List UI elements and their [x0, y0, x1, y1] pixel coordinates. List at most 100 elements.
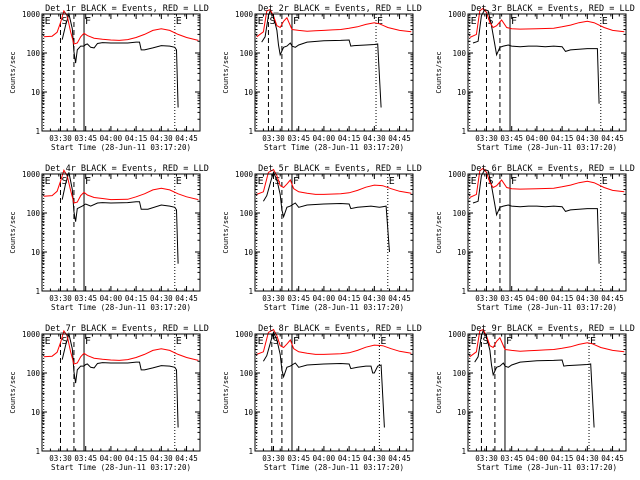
y-tick-label: 1000	[235, 10, 254, 19]
x-tick-label: 04:15	[551, 294, 574, 303]
marker-label: F	[85, 336, 91, 347]
events-series-line	[262, 170, 390, 253]
x-tick-label: 03:45	[500, 454, 523, 463]
x-tick-label: 04:30	[363, 454, 386, 463]
marker-label: E	[590, 336, 596, 347]
marker-label: E	[176, 16, 182, 27]
y-tick-label: 1000	[22, 170, 41, 179]
marker-label: E	[45, 336, 51, 347]
x-axis-label: Start Time (28-Jun-11 03:17:20)	[477, 303, 617, 312]
y-tick-label: 100	[26, 209, 40, 218]
x-tick-label: 04:00	[100, 454, 123, 463]
x-axis-label: Start Time (28-Jun-11 03:17:20)	[477, 143, 617, 152]
marker-label: F	[511, 16, 517, 27]
panel-title: Det_9r BLACK = Events, RED = LLD	[471, 324, 635, 334]
events-series-line	[61, 332, 179, 428]
y-tick-label: 10	[457, 248, 467, 257]
y-tick-label: 100	[26, 49, 40, 58]
x-tick-label: 04:00	[313, 294, 336, 303]
events-series-line	[262, 330, 385, 428]
marker-label: E	[258, 16, 264, 27]
marker-label: E	[176, 336, 182, 347]
x-tick-label: 04:30	[363, 134, 386, 143]
x-tick-label: 04:15	[338, 134, 361, 143]
x-tick-label: 03:45	[287, 454, 310, 463]
marker-label: E	[602, 16, 608, 27]
y-tick-label: 10	[457, 88, 467, 97]
x-tick-label: 04:45	[388, 454, 411, 463]
y-tick-label: 1000	[22, 330, 41, 339]
events-series-line	[472, 8, 600, 104]
x-tick-label: 04:00	[526, 294, 549, 303]
x-tick-label: 04:15	[125, 134, 148, 143]
x-tick-label: 03:30	[49, 134, 72, 143]
x-tick-label: 04:00	[313, 134, 336, 143]
panel-title: Det_1r BLACK = Events, RED = LLD	[45, 4, 209, 14]
plot-frame	[254, 173, 414, 292]
y-tick-label: 1	[461, 127, 466, 136]
y-tick-label: 10	[31, 88, 41, 97]
x-tick-label: 04:45	[601, 294, 624, 303]
y-tick-label: 1	[248, 127, 253, 136]
x-tick-label: 04:45	[175, 454, 198, 463]
marker-label: E	[377, 16, 383, 27]
x-tick-label: 04:00	[526, 454, 549, 463]
x-tick-label: 03:45	[287, 294, 310, 303]
y-tick-label: 10	[31, 408, 41, 417]
x-tick-label: 04:15	[338, 454, 361, 463]
marker-label: E	[471, 336, 477, 347]
y-tick-label: 1000	[235, 330, 254, 339]
x-tick-label: 04:30	[576, 294, 599, 303]
marker-label: S	[61, 16, 67, 27]
x-tick-label: 03:45	[74, 454, 97, 463]
y-tick-label: 100	[239, 369, 253, 378]
x-axis-label: Start Time (28-Jun-11 03:17:20)	[264, 303, 404, 312]
x-axis-label: Start Time (28-Jun-11 03:17:20)	[51, 303, 191, 312]
x-tick-label: 03:30	[262, 294, 285, 303]
marker-label: E	[258, 336, 264, 347]
y-tick-label: 1	[35, 447, 40, 456]
x-tick-label: 04:15	[125, 454, 148, 463]
x-tick-label: 03:45	[74, 294, 97, 303]
x-axis-label: Start Time (28-Jun-11 03:17:20)	[264, 143, 404, 152]
panel-title: Det_7r BLACK = Events, RED = LLD	[45, 324, 209, 334]
y-axis-label: Counts/sec	[435, 371, 443, 413]
y-tick-label: 1	[461, 447, 466, 456]
x-axis-label: Start Time (28-Jun-11 03:17:20)	[477, 463, 617, 472]
x-tick-label: 04:30	[150, 454, 173, 463]
y-tick-label: 100	[239, 209, 253, 218]
x-tick-label: 04:45	[388, 294, 411, 303]
x-tick-label: 03:30	[262, 454, 285, 463]
y-axis-label: Counts/sec	[9, 51, 17, 93]
x-tick-label: 04:30	[150, 134, 173, 143]
panel-title: Det_5r BLACK = Events, RED = LLD	[258, 164, 422, 174]
marker-label: F	[293, 336, 299, 347]
x-tick-label: 04:15	[551, 134, 574, 143]
y-tick-label: 10	[244, 408, 254, 417]
x-tick-label: 04:00	[313, 454, 336, 463]
marker-label: E	[176, 176, 182, 187]
x-tick-label: 04:45	[388, 134, 411, 143]
marker-label: E	[471, 176, 477, 187]
x-tick-label: 03:45	[74, 134, 97, 143]
plot-frame	[41, 333, 201, 452]
x-tick-label: 03:45	[500, 294, 523, 303]
events-series-line	[261, 9, 382, 108]
events-series-line	[474, 329, 595, 428]
plot-frame	[254, 333, 414, 452]
x-tick-label: 04:30	[576, 454, 599, 463]
marker-label: E	[471, 16, 477, 27]
x-tick-label: 03:30	[49, 454, 72, 463]
events-series-line	[61, 172, 179, 264]
x-tick-label: 04:30	[576, 134, 599, 143]
marker-label: E	[45, 16, 51, 27]
marker-label: F	[293, 176, 299, 187]
